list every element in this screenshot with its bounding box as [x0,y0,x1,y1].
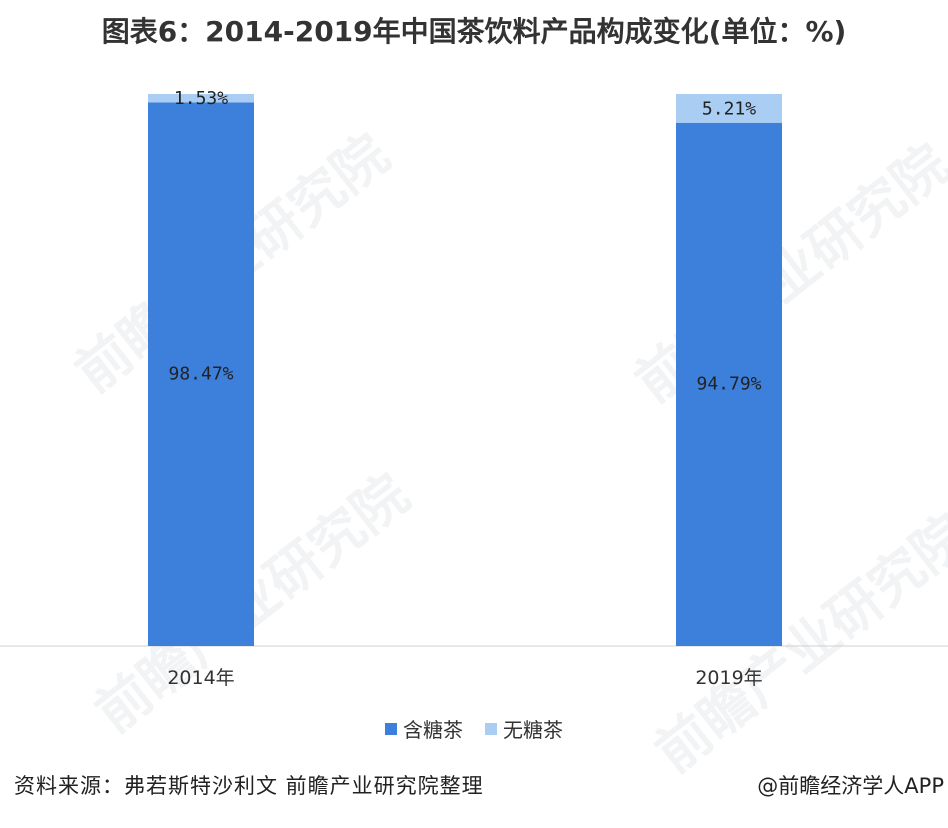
bar-segment [676,122,782,646]
data-label: 5.21% [702,98,756,119]
chart-title: 图表6：2014-2019年中国茶饮料产品构成变化(单位：%) [101,15,847,48]
data-label: 98.47% [168,364,233,385]
bar-segment [148,94,254,103]
stacked-bar-chart: 98.47% 1.53% 2014年 94.79% 5.21% 2019年 [0,88,948,689]
x-tick-label: 2014年 [167,667,234,689]
data-label: 94.79% [696,374,761,395]
legend-swatch [485,722,497,735]
credit-note: @前瞻经济学人APP [757,774,944,798]
chart-legend: 含糖茶 无糖茶 [0,714,948,743]
legend-item-sugared: 含糖茶 [385,714,463,743]
legend-label: 无糖茶 [503,718,563,742]
x-tick-label: 2019年 [695,667,762,689]
bar-segment [148,102,254,646]
source-note: 资料来源：弗若斯特沙利文 前瞻产业研究院整理 [14,774,484,798]
bar-segment [676,94,782,123]
legend-item-unsweetened: 无糖茶 [485,714,563,743]
legend-swatch [385,722,397,735]
data-label: 1.53% [174,88,228,109]
legend-label: 含糖茶 [403,718,463,742]
